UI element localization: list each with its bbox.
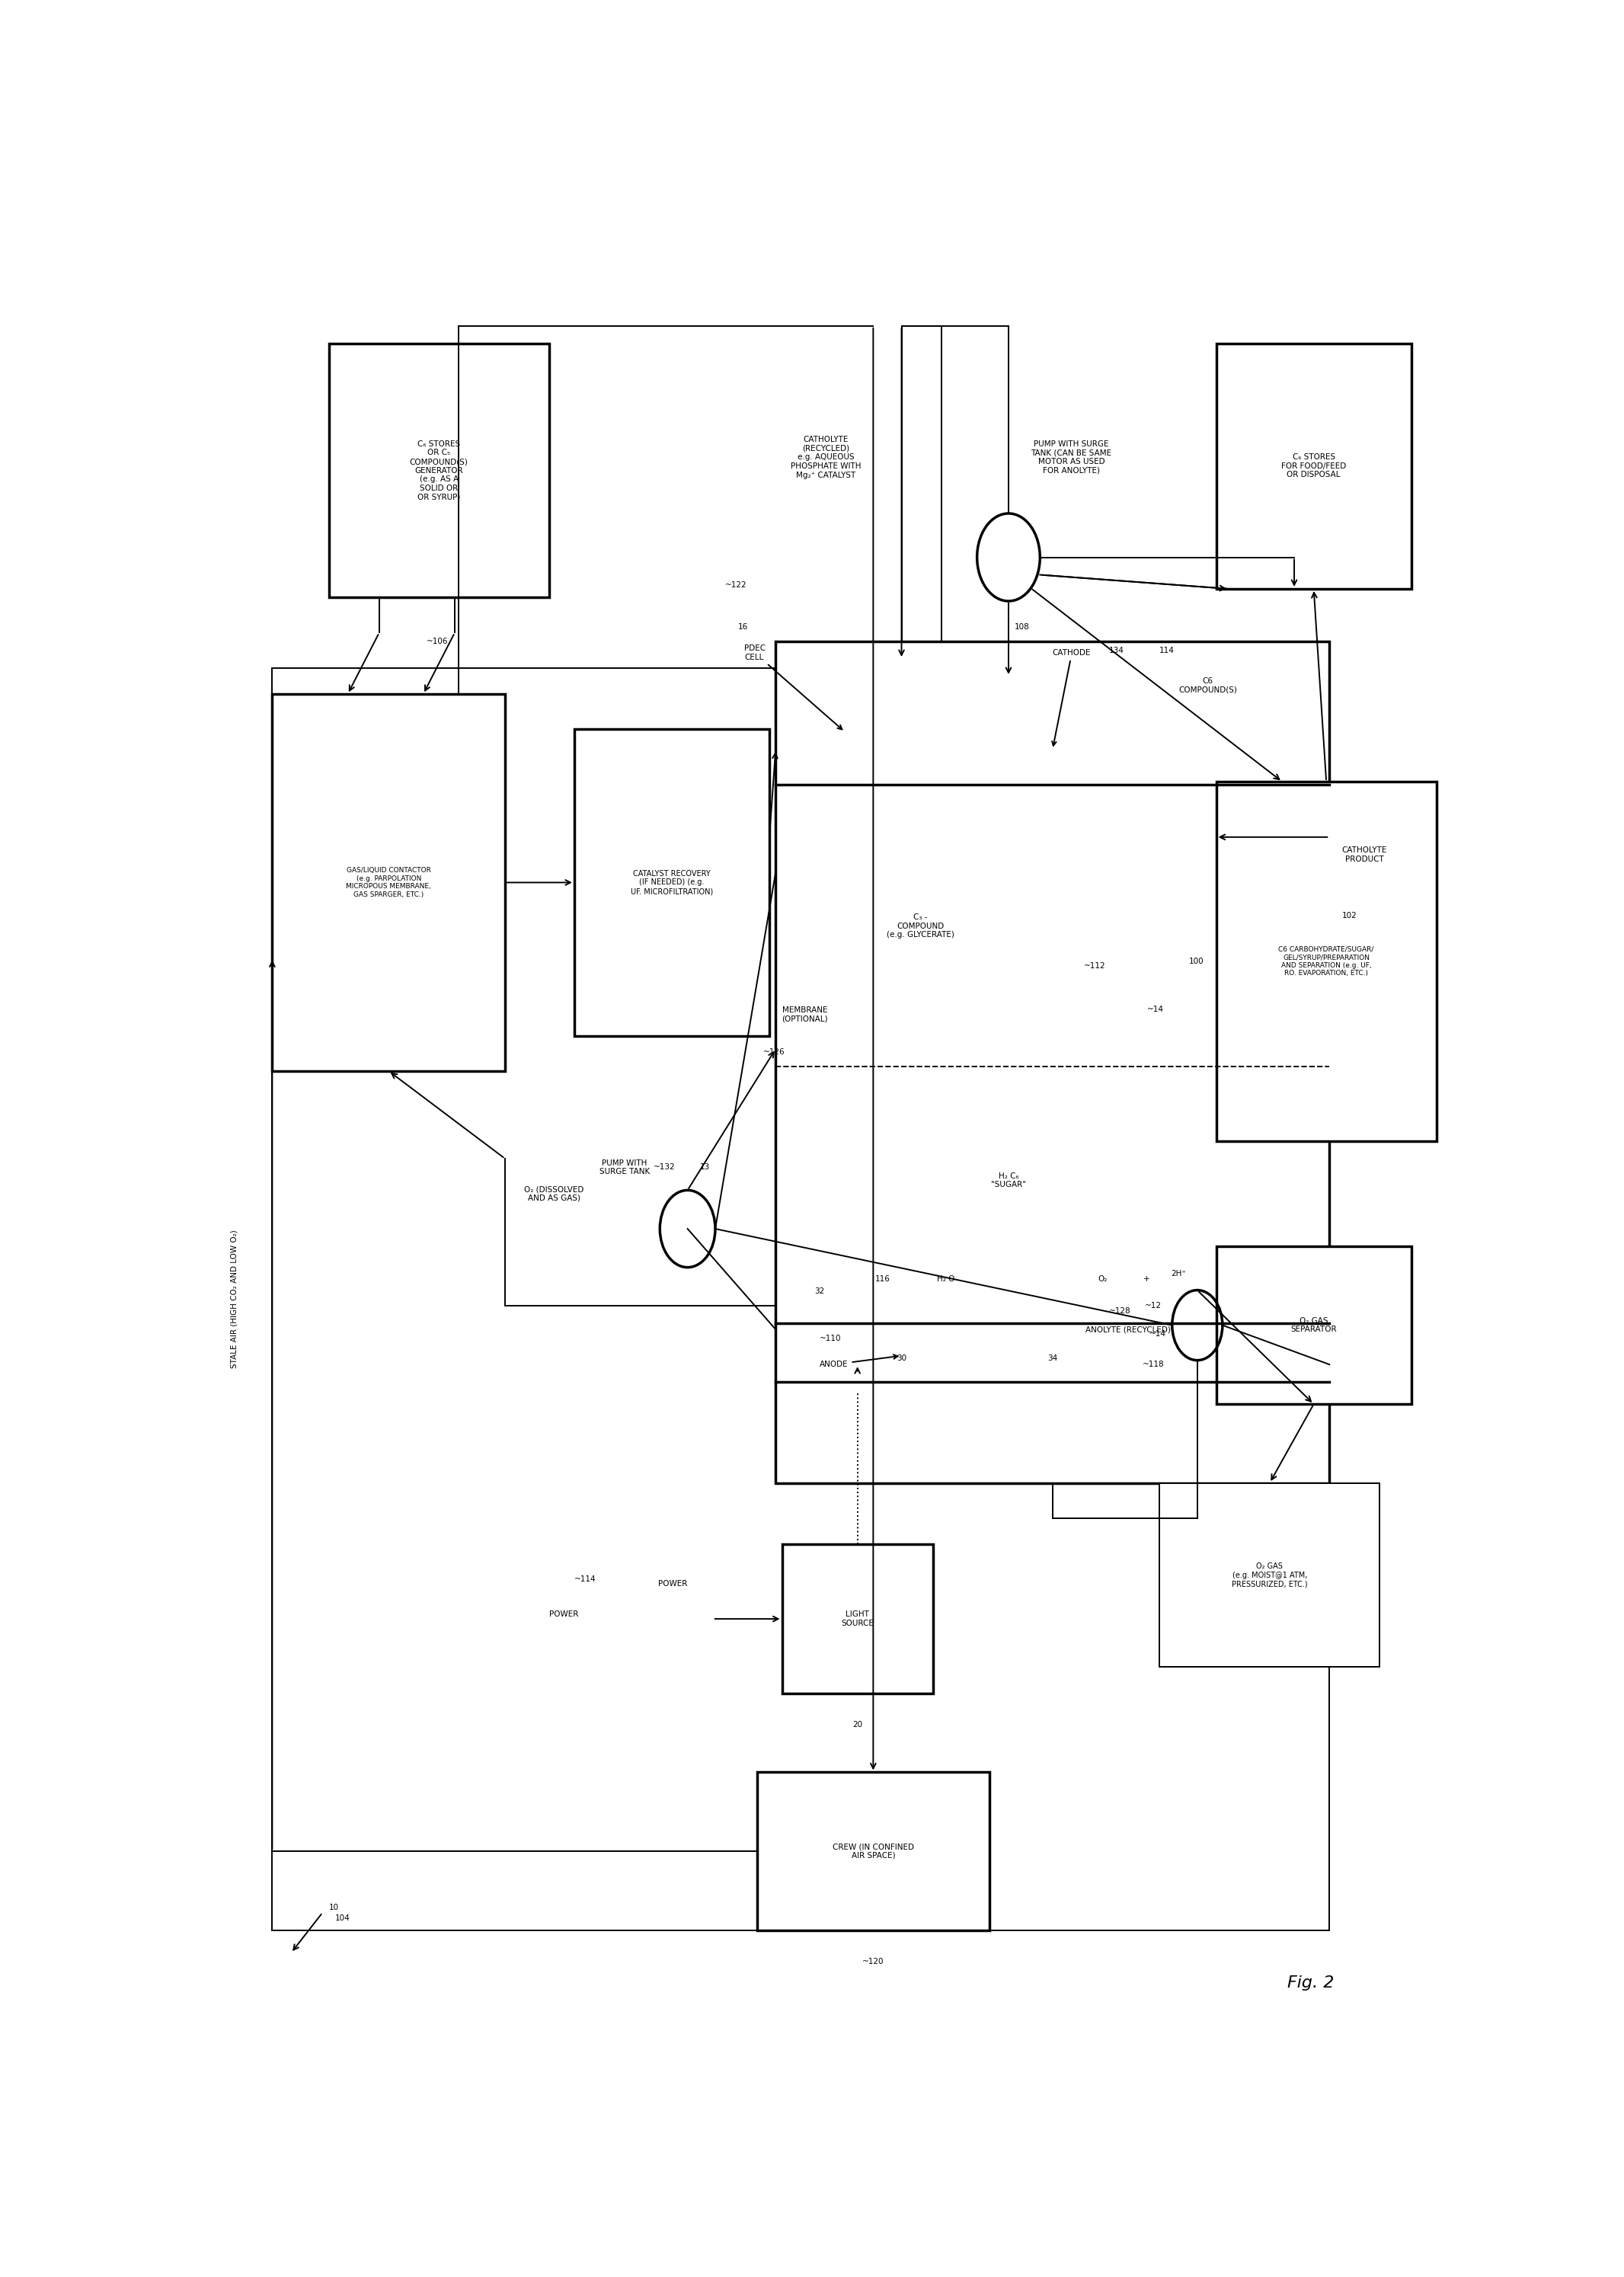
Text: PUMP WITH
SURGE TANK: PUMP WITH SURGE TANK: [599, 1159, 650, 1175]
Text: C₆ STORES
FOR FOOD/FEED
OR DISPOSAL: C₆ STORES FOR FOOD/FEED OR DISPOSAL: [1281, 453, 1346, 478]
Text: ~118: ~118: [1142, 1362, 1164, 1368]
FancyBboxPatch shape: [1216, 781, 1436, 1141]
Text: 100: 100: [1189, 959, 1203, 965]
FancyBboxPatch shape: [757, 1772, 989, 1931]
Text: ~110: ~110: [820, 1334, 841, 1341]
Text: +: +: [1143, 1275, 1150, 1282]
Text: ANODE: ANODE: [820, 1355, 898, 1368]
Text: O₂: O₂: [1098, 1275, 1108, 1282]
Text: 134: 134: [1109, 647, 1124, 653]
Text: H₂ C₆
"SUGAR": H₂ C₆ "SUGAR": [991, 1173, 1026, 1189]
Text: 108: 108: [1015, 624, 1030, 631]
Text: ~14: ~14: [1147, 1006, 1164, 1013]
Text: C6
COMPOUND(S): C6 COMPOUND(S): [1179, 676, 1237, 694]
Text: 102: 102: [1341, 913, 1358, 920]
Text: O₂ (DISSOLVED
AND AS GAS): O₂ (DISSOLVED AND AS GAS): [525, 1186, 583, 1202]
Text: O₂ GAS
(e.g. MOIST@1 ATM,
PRESSURIZED, ETC.): O₂ GAS (e.g. MOIST@1 ATM, PRESSURIZED, E…: [1231, 1562, 1307, 1587]
Text: 32: 32: [815, 1289, 825, 1296]
Text: ~106: ~106: [427, 638, 448, 644]
Text: CATHOLYTE
PRODUCT: CATHOLYTE PRODUCT: [1341, 847, 1387, 863]
Text: C₆ STORES
OR C₅
COMPOUND(S)
GENERATOR
(e.g. AS A
SOLID OR
OR SYRUP): C₆ STORES OR C₅ COMPOUND(S) GENERATOR (e…: [409, 439, 468, 501]
Text: ~112: ~112: [1085, 961, 1106, 970]
FancyBboxPatch shape: [575, 729, 770, 1036]
Text: 20: 20: [853, 1721, 862, 1728]
Text: MEMBRANE
(OPTIONAL): MEMBRANE (OPTIONAL): [783, 1006, 828, 1022]
FancyBboxPatch shape: [783, 1544, 932, 1694]
Text: ~122: ~122: [726, 581, 747, 590]
FancyBboxPatch shape: [328, 344, 549, 597]
FancyBboxPatch shape: [776, 642, 1330, 1482]
Text: Fig. 2: Fig. 2: [1288, 1974, 1333, 1990]
Text: 30: 30: [896, 1355, 906, 1362]
Text: ~114: ~114: [575, 1576, 596, 1583]
Text: H₂ O: H₂ O: [937, 1275, 955, 1282]
FancyBboxPatch shape: [1160, 1482, 1380, 1667]
Text: 13: 13: [700, 1164, 710, 1170]
FancyBboxPatch shape: [273, 694, 505, 1070]
FancyBboxPatch shape: [1216, 1246, 1411, 1405]
Text: POWER: POWER: [658, 1580, 687, 1587]
Text: GAS/LIQUID CONTACTOR
(e.g. PARPOLATION
MICROPOUS MEMBRANE,
GAS SPARGER, ETC.): GAS/LIQUID CONTACTOR (e.g. PARPOLATION M…: [346, 868, 432, 897]
Text: ~128: ~128: [1109, 1307, 1130, 1316]
Text: C₃ -
COMPOUND
(e.g. GLYCERATE): C₃ - COMPOUND (e.g. GLYCERATE): [887, 913, 955, 938]
Text: 10: 10: [328, 1904, 339, 1910]
Text: ~14: ~14: [1150, 1330, 1166, 1339]
Text: 116: 116: [875, 1275, 890, 1282]
Text: C6 CARBOHYDRATE/SUGAR/
GEL/SYRUP/PREPARATION
AND SEPARATION (e.g. UF,
RO. EVAPOR: C6 CARBOHYDRATE/SUGAR/ GEL/SYRUP/PREPARA…: [1278, 947, 1374, 977]
Text: PUMP WITH SURGE
TANK (CAN BE SAME
MOTOR AS USED
FOR ANOLYTE): PUMP WITH SURGE TANK (CAN BE SAME MOTOR …: [1031, 439, 1112, 474]
FancyBboxPatch shape: [1216, 344, 1411, 590]
Text: ~12: ~12: [1145, 1302, 1161, 1309]
Text: CATHOLYTE
(RECYCLED)
e.g. AQUEOUS
PHOSPHATE WITH
Mg₂⁺ CATALYST: CATHOLYTE (RECYCLED) e.g. AQUEOUS PHOSPH…: [791, 435, 861, 478]
Text: O₂ GAS
SEPARATOR: O₂ GAS SEPARATOR: [1291, 1316, 1337, 1334]
Text: 104: 104: [335, 1915, 351, 1922]
Text: 16: 16: [737, 624, 749, 631]
Text: CATALYST RECOVERY
(IF NEEDED) (e.g.
UF. MICROFILTRATION): CATALYST RECOVERY (IF NEEDED) (e.g. UF. …: [630, 870, 713, 895]
Text: ~132: ~132: [653, 1164, 676, 1170]
Text: 2H⁺: 2H⁺: [1171, 1271, 1186, 1277]
Text: 34: 34: [1047, 1355, 1057, 1362]
Text: ANOLYTE (RECYCLED): ANOLYTE (RECYCLED): [1085, 1325, 1171, 1334]
Text: STALE AIR (HIGH CO₂ AND LOW O₂): STALE AIR (HIGH CO₂ AND LOW O₂): [231, 1230, 239, 1368]
Text: ~120: ~120: [862, 1958, 883, 1965]
Text: LIGHT
SOURCE: LIGHT SOURCE: [841, 1610, 874, 1628]
Text: CREW (IN CONFINED
AIR SPACE): CREW (IN CONFINED AIR SPACE): [833, 1842, 914, 1860]
Text: PDEC
CELL: PDEC CELL: [744, 644, 843, 729]
Text: CATHODE: CATHODE: [1052, 649, 1091, 747]
Text: ~126: ~126: [763, 1050, 784, 1057]
Text: POWER: POWER: [549, 1610, 578, 1619]
Text: 114: 114: [1160, 647, 1174, 653]
